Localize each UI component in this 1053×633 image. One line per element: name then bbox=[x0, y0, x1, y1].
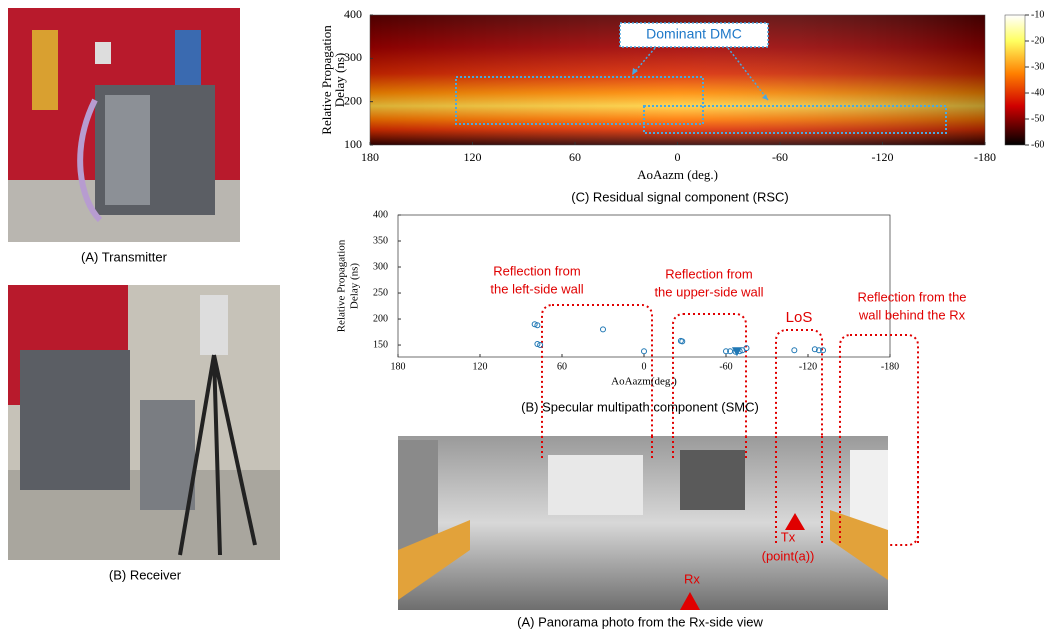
y-tick-label: 250 bbox=[373, 287, 388, 298]
annotation: LoS bbox=[786, 309, 813, 326]
x-tick-label: 120 bbox=[473, 361, 488, 372]
annotation: (point(a)) bbox=[762, 548, 815, 563]
colorbar-tick-label: -60 bbox=[1031, 139, 1044, 150]
x-tick-label: -120 bbox=[799, 361, 817, 372]
transmitter-photo bbox=[8, 8, 240, 242]
x-tick-label: 120 bbox=[464, 150, 482, 164]
y-tick-label: 200 bbox=[373, 313, 388, 324]
x-tick-label: -120 bbox=[872, 150, 894, 164]
panorama-photo bbox=[398, 436, 888, 610]
x-axis-label: AoAazm(deg.) bbox=[611, 376, 677, 388]
x-tick-label: -60 bbox=[719, 361, 732, 372]
colorbar-tick-label: -40 bbox=[1031, 87, 1044, 98]
x-tick-label: 180 bbox=[361, 150, 379, 164]
colorbar-tick-label: -10 bbox=[1031, 9, 1044, 20]
point bbox=[601, 327, 606, 332]
x-tick-label: 180 bbox=[391, 361, 406, 372]
annotation: wall behind the Rx bbox=[858, 307, 966, 322]
annotation: Dominant DMC bbox=[646, 26, 742, 42]
annotation: Reflection from bbox=[665, 266, 752, 281]
x-tick-label: 60 bbox=[569, 150, 581, 164]
annotation: the left-side wall bbox=[490, 281, 583, 296]
caption: (B) Receiver bbox=[109, 567, 182, 582]
annotation: Reflection from the bbox=[857, 289, 966, 304]
caption: (A) Panorama photo from the Rx-side view bbox=[517, 614, 763, 629]
x-axis-label: AoAazm (deg.) bbox=[637, 167, 718, 182]
y-tick-label: 300 bbox=[373, 261, 388, 272]
colorbar-tick-label: -20 bbox=[1031, 35, 1044, 46]
y-tick-label: 350 bbox=[373, 235, 388, 246]
figure: (A) Transmitter (B) Receiver Dominant DM… bbox=[0, 0, 1053, 633]
caption: (A) Transmitter bbox=[81, 249, 168, 264]
point bbox=[642, 349, 647, 354]
colorbar-tick-label: -50 bbox=[1031, 113, 1044, 124]
annotation: Tx bbox=[781, 529, 796, 544]
annotation: the upper-side wall bbox=[654, 284, 763, 299]
annotation: Rx bbox=[684, 571, 700, 586]
y-tick-label: 150 bbox=[373, 339, 388, 350]
y-axis-label: Relative Propagation bbox=[336, 239, 348, 332]
x-tick-label: 60 bbox=[557, 361, 567, 372]
annotation: Reflection from bbox=[493, 263, 580, 278]
x-tick-label: 0 bbox=[675, 150, 681, 164]
y-axis-label: Delay (ns) bbox=[349, 263, 361, 309]
x-tick-label: 0 bbox=[642, 361, 647, 372]
x-tick-label: -180 bbox=[974, 150, 996, 164]
page: (A) Transmitter (B) Receiver Dominant DM… bbox=[0, 0, 1053, 633]
x-tick-label: -180 bbox=[881, 361, 899, 372]
x-tick-label: -60 bbox=[772, 150, 788, 164]
y-tick-label: 100 bbox=[344, 137, 362, 151]
receiver-photo bbox=[8, 285, 280, 560]
point bbox=[792, 348, 797, 353]
caption: (B) Specular multipath component (SMC) bbox=[521, 399, 759, 414]
plot-frame bbox=[398, 215, 890, 357]
colorbar-tick-label: -30 bbox=[1031, 61, 1044, 72]
caption: (C) Residual signal component (RSC) bbox=[571, 189, 788, 204]
y-axis-label: Delay (ns) bbox=[332, 53, 347, 108]
y-tick-label: 400 bbox=[373, 209, 388, 220]
y-tick-label: 400 bbox=[344, 7, 362, 21]
